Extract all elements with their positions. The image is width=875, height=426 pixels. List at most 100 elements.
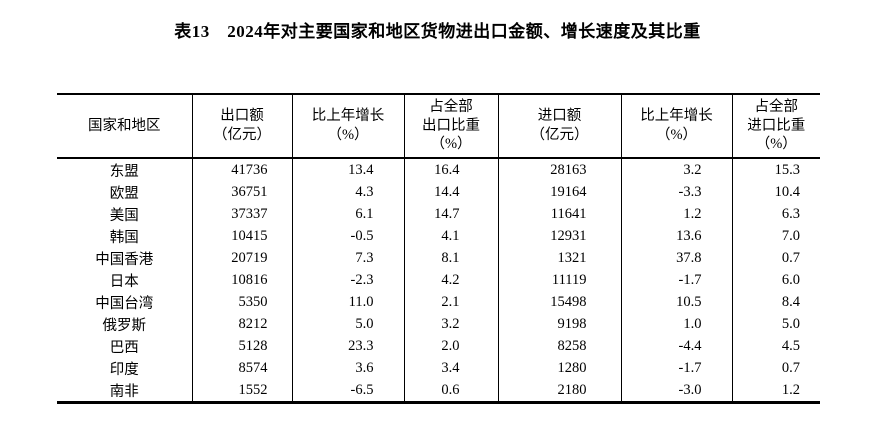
country-cell: 印度 — [109, 361, 139, 378]
value-cell: 10816 — [191, 269, 292, 291]
column-header-export-value: 出口额 （亿元） — [191, 94, 292, 159]
value-cell: 12931 — [497, 225, 621, 247]
country-cell: 欧盟 — [109, 185, 139, 202]
value-cell: 41736 — [191, 158, 292, 181]
value-cell: 8258 — [497, 335, 621, 357]
value-cell: 16.4 — [403, 158, 498, 181]
column-header-import-share: 占全部 进口比重 （%） — [731, 94, 820, 159]
country-cell: 美国 — [109, 207, 139, 224]
value-cell: 1321 — [497, 247, 621, 269]
value-cell: 13.4 — [291, 158, 404, 181]
value-cell: -1.7 — [620, 357, 732, 379]
value-cell: -6.5 — [291, 379, 404, 403]
country-cell: 巴西 — [109, 339, 139, 356]
value-cell: 14.7 — [403, 203, 498, 225]
table-row: 美国 37337 6.1 14.7 11641 1.2 6.3 — [57, 203, 820, 225]
country-cell: 韩国 — [109, 229, 139, 246]
value-cell: 37.8 — [620, 247, 732, 269]
value-cell: 15498 — [497, 291, 621, 313]
table-row: 俄罗斯 8212 5.0 3.2 9198 1.0 5.0 — [57, 313, 820, 335]
value-cell: 15.3 — [731, 158, 820, 181]
value-cell: 2180 — [497, 379, 621, 403]
value-cell: -3.0 — [620, 379, 732, 403]
value-cell: 8.1 — [403, 247, 498, 269]
value-cell: 28163 — [497, 158, 621, 181]
data-table: 国家和地区 出口额 （亿元） 比上年增长 （%） 占全部 出口比重 （%） 进口额 （亿元） 比上年… — [57, 93, 820, 404]
column-header-import-growth: 比上年增长 （%） — [620, 94, 732, 159]
table-row: 印度 8574 3.6 3.4 1280 -1.7 0.7 — [57, 357, 820, 379]
value-cell: 1280 — [497, 357, 621, 379]
table-row: 中国香港 20719 7.3 8.1 1321 37.8 0.7 — [57, 247, 820, 269]
table-row: 日本 10816 -2.3 4.2 11119 -1.7 6.0 — [57, 269, 820, 291]
country-cell: 俄罗斯 — [102, 317, 147, 334]
value-cell: 2.1 — [403, 291, 498, 313]
table-body: 东盟 41736 13.4 16.4 28163 3.2 15.3 欧盟 36751 4.3 14.… — [57, 158, 820, 403]
country-cell: 日本 — [109, 273, 139, 290]
value-cell: 9198 — [497, 313, 621, 335]
table-title: 表13 2024年对主要国家和地区货物进出口金额、增长速度及其比重 — [174, 22, 701, 41]
value-cell: 13.6 — [620, 225, 732, 247]
value-cell: 37337 — [191, 203, 292, 225]
table-container: 国家和地区 出口额 （亿元） 比上年增长 （%） 占全部 出口比重 （%） 进口额 （亿元） 比上年… — [57, 93, 820, 404]
value-cell: 36751 — [191, 181, 292, 203]
value-cell: 6.0 — [731, 269, 820, 291]
value-cell: 3.2 — [403, 313, 498, 335]
value-cell: 3.6 — [291, 357, 404, 379]
value-cell: 8.4 — [731, 291, 820, 313]
value-cell: 8212 — [191, 313, 292, 335]
value-cell: 11119 — [497, 269, 621, 291]
value-cell: -1.7 — [620, 269, 732, 291]
value-cell: 3.4 — [403, 357, 498, 379]
value-cell: 1552 — [191, 379, 292, 403]
column-header-import-value: 进口额 （亿元） — [497, 94, 621, 159]
value-cell: 10.5 — [620, 291, 732, 313]
table-row: 中国台湾 5350 11.0 2.1 15498 10.5 8.4 — [57, 291, 820, 313]
value-cell: 2.0 — [403, 335, 498, 357]
value-cell: 4.5 — [731, 335, 820, 357]
country-cell: 东盟 — [109, 163, 139, 180]
value-cell: 0.7 — [731, 247, 820, 269]
value-cell: 3.2 — [620, 158, 732, 181]
value-cell: 10.4 — [731, 181, 820, 203]
value-cell: -3.3 — [620, 181, 732, 203]
value-cell: 10415 — [191, 225, 292, 247]
value-cell: 19164 — [497, 181, 621, 203]
value-cell: 5.0 — [731, 313, 820, 335]
value-cell: 11.0 — [291, 291, 404, 313]
table-row: 韩国 10415 -0.5 4.1 12931 13.6 7.0 — [57, 225, 820, 247]
value-cell: 5350 — [191, 291, 292, 313]
value-cell: 23.3 — [291, 335, 404, 357]
value-cell: 5.0 — [291, 313, 404, 335]
value-cell: 0.6 — [403, 379, 498, 403]
table-header-row: 国家和地区 出口额 （亿元） 比上年增长 （%） 占全部 出口比重 （%） 进口额 （亿元） 比上年… — [57, 94, 820, 159]
country-cell: 南非 — [109, 383, 139, 400]
value-cell: -2.3 — [291, 269, 404, 291]
value-cell: 7.0 — [731, 225, 820, 247]
table-row: 南非 1552 -6.5 0.6 2180 -3.0 1.2 — [57, 379, 820, 403]
value-cell: 20719 — [191, 247, 292, 269]
value-cell: -0.5 — [291, 225, 404, 247]
column-header-export-growth: 比上年增长 （%） — [291, 94, 404, 159]
value-cell: 5128 — [191, 335, 292, 357]
table-row: 东盟 41736 13.4 16.4 28163 3.2 15.3 — [57, 158, 820, 181]
table-row: 欧盟 36751 4.3 14.4 19164 -3.3 10.4 — [57, 181, 820, 203]
value-cell: 7.3 — [291, 247, 404, 269]
value-cell: -4.4 — [620, 335, 732, 357]
country-cell: 中国台湾 — [95, 295, 154, 312]
value-cell: 1.2 — [620, 203, 732, 225]
value-cell: 4.3 — [291, 181, 404, 203]
column-header-export-share: 占全部 出口比重 （%） — [403, 94, 498, 159]
column-header-country: 国家和地区 — [57, 94, 192, 159]
value-cell: 8574 — [191, 357, 292, 379]
value-cell: 6.3 — [731, 203, 820, 225]
value-cell: 4.2 — [403, 269, 498, 291]
value-cell: 1.2 — [731, 379, 820, 403]
value-cell: 6.1 — [291, 203, 404, 225]
value-cell: 1.0 — [620, 313, 732, 335]
value-cell: 11641 — [497, 203, 621, 225]
value-cell: 14.4 — [403, 181, 498, 203]
table-row: 巴西 5128 23.3 2.0 8258 -4.4 4.5 — [57, 335, 820, 357]
value-cell: 0.7 — [731, 357, 820, 379]
value-cell: 4.1 — [403, 225, 498, 247]
country-cell: 中国香港 — [95, 251, 154, 268]
